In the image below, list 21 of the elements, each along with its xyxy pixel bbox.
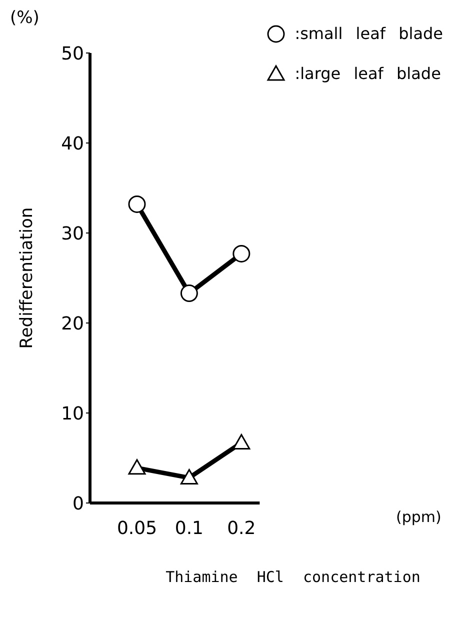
point	[180, 469, 198, 485]
x-tick-label: 0.05	[116, 518, 158, 539]
y-tick-label: 40	[61, 133, 84, 154]
x-tick-label: 0.2	[227, 518, 256, 539]
point	[128, 195, 146, 213]
y-tick-label: 20	[61, 313, 84, 334]
y-tick-label: 0	[72, 493, 84, 514]
text: (ppm)	[396, 508, 442, 526]
point	[180, 284, 198, 302]
point	[128, 459, 146, 475]
legend-label: :large leaf blade	[294, 64, 441, 82]
y-tick-label: 30	[61, 223, 84, 244]
y-axis-title: Redifferentiation	[17, 207, 38, 349]
y-tick-label: 10	[61, 403, 84, 424]
x-axis-title: Thiamine HCl concentration	[164, 568, 422, 586]
point	[232, 434, 250, 450]
legend-label: :small leaf blade	[294, 24, 443, 42]
y-tick-label: 50	[61, 43, 84, 64]
text: (%)	[10, 8, 40, 28]
x-tick-label: 0.1	[174, 518, 204, 539]
point	[232, 244, 250, 262]
